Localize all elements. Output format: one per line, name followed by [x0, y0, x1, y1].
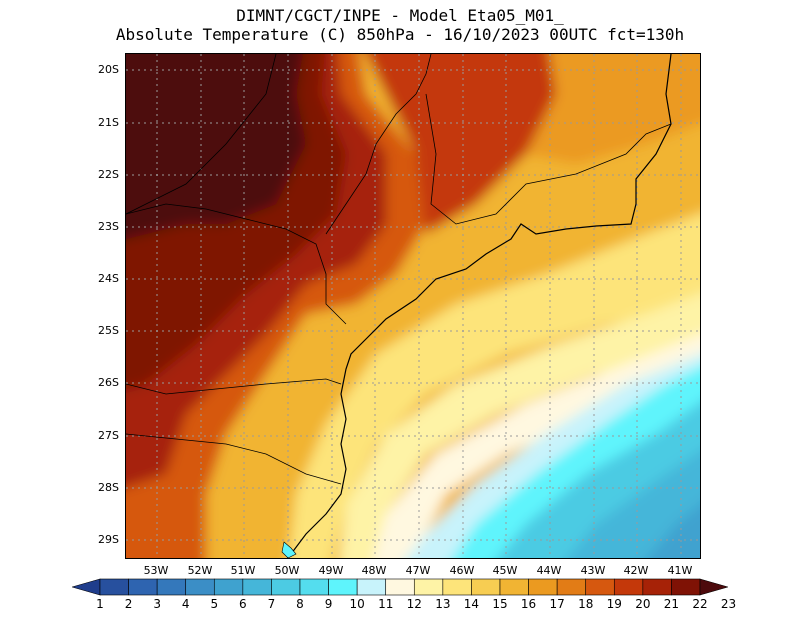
colorbar-label: 11	[378, 597, 394, 611]
colorbar-label: 20	[635, 597, 651, 611]
colorbar-label: 1	[96, 597, 104, 611]
colorbar-segment-9	[299, 578, 329, 596]
colorbar-segment-3	[128, 578, 158, 596]
field-20-north	[366, 54, 556, 234]
colorbar-segment-17	[528, 578, 558, 596]
lon-label: 51W	[230, 564, 256, 577]
border-pr-sp	[126, 203, 347, 325]
colorbar-label: 19	[606, 597, 622, 611]
colorbar-segment-2	[99, 578, 129, 596]
lon-label: 49W	[318, 564, 344, 577]
chart-title-line1: DIMNT/CGCT/INPE - Model Eta05_M01_	[236, 6, 564, 25]
graticule	[126, 54, 700, 558]
lon-label: 43W	[580, 564, 606, 577]
colorbar-label: 2	[124, 597, 133, 611]
colorbar-label: 10	[349, 597, 365, 611]
colorbar-segment-19	[585, 578, 615, 596]
temperature-field	[126, 54, 700, 558]
colorbar-segment-21	[642, 578, 672, 596]
colorbar-segment-8	[271, 578, 301, 596]
colorbar-label: 7	[267, 597, 276, 611]
chart-title-line2: Absolute Temperature (C) 850hPa - 16/10/…	[115, 25, 685, 44]
colorbar-segment-16	[499, 578, 529, 596]
colorbar-segment-6	[213, 578, 244, 596]
lat-label: 22S	[98, 168, 119, 181]
colorbar-label: 17	[549, 597, 565, 611]
colorbar-segment-14	[442, 578, 472, 596]
lon-label: 44W	[536, 564, 562, 577]
border-ms	[126, 54, 277, 215]
lat-label: 20S	[98, 63, 119, 76]
lat-label: 23S	[98, 220, 119, 233]
colorbar-segment-15	[471, 578, 501, 596]
lat-label: 21S	[98, 116, 119, 129]
border-sc-rs	[126, 378, 342, 395]
state-borders	[126, 54, 672, 485]
lon-label: 48W	[361, 564, 387, 577]
colorbar-segment-7	[242, 578, 272, 596]
lon-label: 47W	[405, 564, 431, 577]
colorbar-label: 22	[692, 597, 708, 611]
field-14	[288, 213, 700, 558]
lon-label: 46W	[449, 564, 475, 577]
lagoon	[281, 541, 297, 558]
border-sp-mg	[325, 54, 432, 235]
colorbar-label: 3	[153, 597, 161, 611]
colorbar-label: 13	[435, 597, 451, 611]
colorbar-segment-22	[671, 578, 701, 596]
lon-label: 45W	[492, 564, 518, 577]
colorbar-segment-5	[185, 578, 215, 596]
lat-label: 25S	[98, 324, 119, 337]
lon-label: 52W	[187, 564, 213, 577]
colorbar-label: 12	[406, 597, 422, 611]
colorbar-segment-4	[156, 578, 187, 596]
colorbar-label: 9	[324, 597, 333, 611]
lon-label: 41W	[667, 564, 693, 577]
colorbar-label: 16	[520, 597, 537, 611]
border-rs-sc	[126, 433, 342, 485]
lon-label: 42W	[623, 564, 649, 577]
lon-label: 50W	[274, 564, 300, 577]
lat-label: 26S	[98, 376, 119, 389]
field-13	[339, 293, 700, 558]
coastline	[286, 54, 672, 558]
temperature-map	[126, 54, 700, 558]
colorbar-label: 4	[181, 597, 190, 611]
colorbar-segment-12	[385, 578, 415, 596]
colorbar-label: 14	[463, 597, 480, 611]
lat-label: 29S	[98, 533, 119, 546]
colorbar-segment-23	[699, 578, 728, 596]
colorbar-label: 6	[239, 597, 247, 611]
lat-label: 24S	[98, 272, 119, 285]
colorbar-segment-18	[556, 578, 587, 596]
colorbar-segment-10	[328, 578, 358, 596]
field-7	[567, 451, 700, 558]
border-mg-rj	[425, 93, 672, 225]
lat-label: 27S	[98, 429, 119, 442]
colorbar-segment-11	[356, 578, 387, 596]
colorbar-label: 8	[296, 597, 304, 611]
colorbar-label: 18	[578, 597, 594, 611]
colorbar-label: 5	[210, 597, 219, 611]
colorbar	[72, 578, 728, 596]
colorbar-segment-1	[72, 578, 101, 596]
field-6	[647, 504, 700, 558]
colorbar-label: 23	[720, 597, 737, 611]
lon-label: 53W	[143, 564, 169, 577]
lat-label: 28S	[98, 481, 119, 494]
colorbar-label: 21	[663, 597, 680, 611]
colorbar-label: 15	[492, 597, 508, 611]
colorbar-segment-20	[613, 578, 644, 596]
map-plot-area	[125, 53, 701, 559]
colorbar-segment-13	[413, 578, 444, 596]
field-17-north	[526, 54, 700, 164]
